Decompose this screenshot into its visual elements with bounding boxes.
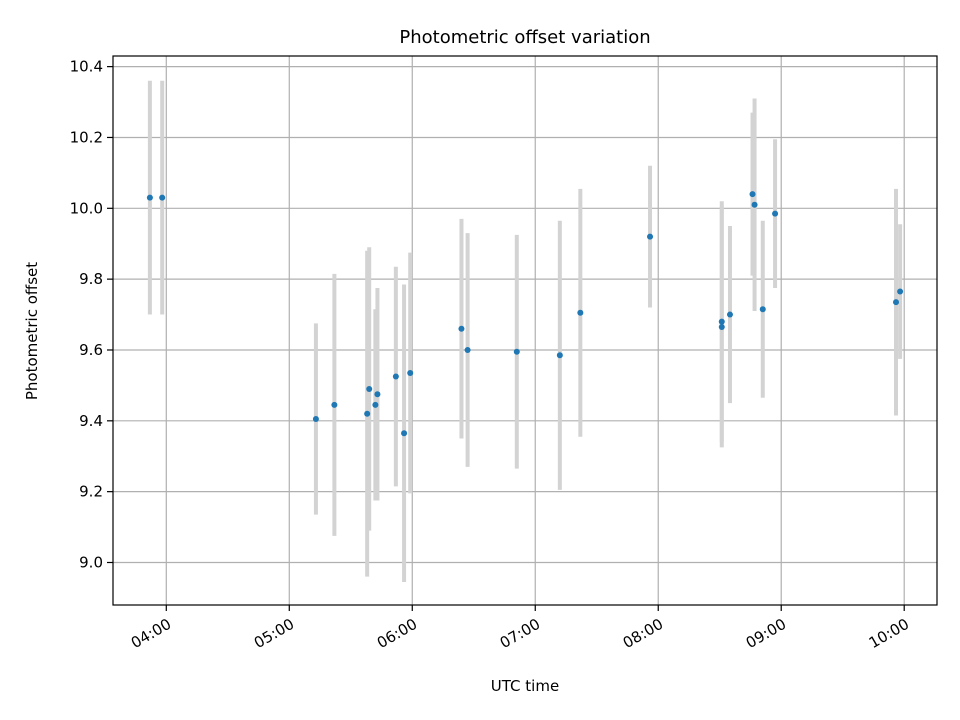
y-tick-label: 9.0 [79, 553, 103, 571]
x-axis-title: UTC time [491, 677, 559, 695]
y-tick-label: 9.8 [79, 270, 103, 288]
grid [113, 56, 937, 605]
y-tick-label: 9.6 [79, 341, 103, 359]
data-point [897, 288, 904, 295]
data-point [718, 323, 725, 330]
y-tick-label: 9.4 [79, 412, 103, 430]
data-point [364, 410, 371, 417]
data-point [374, 391, 381, 398]
y-tick-label: 10.2 [70, 128, 103, 146]
data-point [312, 416, 319, 423]
chart-title: Photometric offset variation [399, 27, 650, 48]
data-point [751, 201, 758, 208]
data-point [647, 233, 654, 240]
data-point [772, 210, 779, 217]
y-axis-title: Photometric offset [23, 262, 41, 400]
y-tick-label: 10.0 [70, 199, 103, 217]
y-tick-label: 10.4 [70, 58, 103, 76]
data-point [577, 309, 584, 316]
data-point [407, 370, 414, 377]
data-point [392, 373, 399, 380]
data-point [366, 385, 373, 392]
y-tick-label: 9.2 [79, 483, 103, 501]
y-axis: 9.0 9.2 9.4 9.6 9.8 10.0 10.2 10.4 [70, 58, 113, 571]
data-point [401, 430, 408, 437]
data-point [146, 194, 153, 201]
data-point [893, 299, 900, 306]
data-point [458, 325, 465, 332]
data-point [726, 311, 733, 318]
data-point [759, 306, 766, 313]
data-points [146, 191, 904, 437]
data-point [464, 346, 471, 353]
data-point [372, 401, 379, 408]
data-point [331, 401, 338, 408]
data-point [718, 318, 725, 325]
data-point [556, 352, 563, 359]
data-point [159, 194, 166, 201]
data-point [749, 191, 756, 198]
plot-frame [112, 55, 938, 606]
data-point [513, 348, 520, 355]
